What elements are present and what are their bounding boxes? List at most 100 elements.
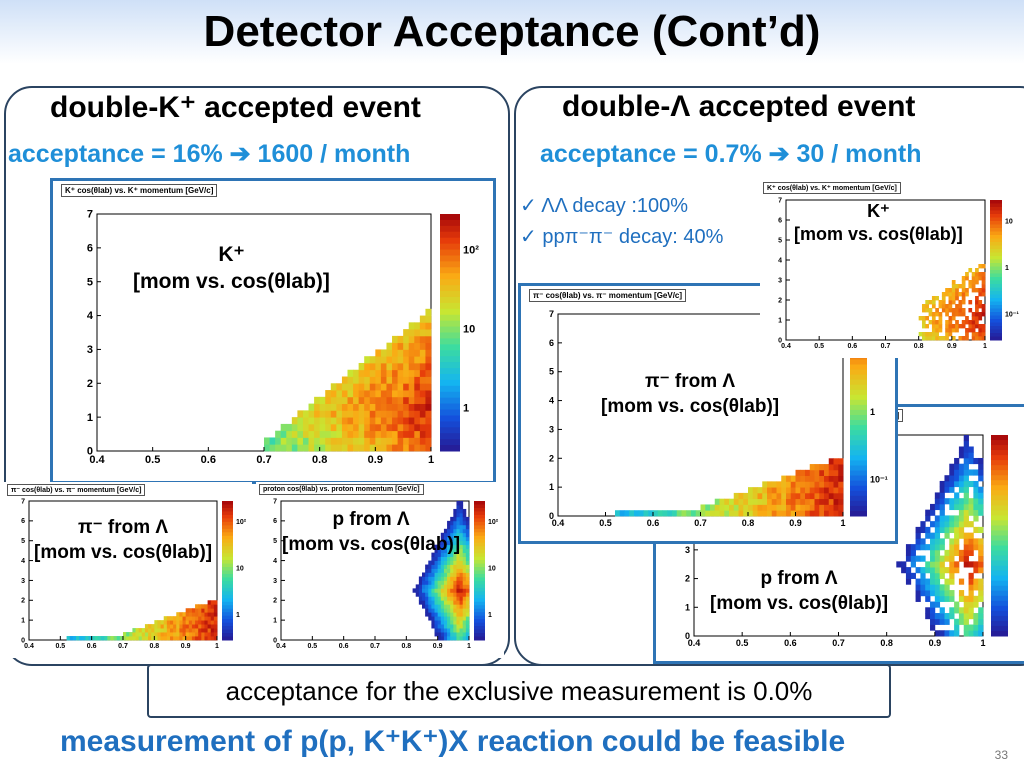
heatmap-cell — [971, 336, 976, 341]
heatmap-cell — [428, 592, 432, 597]
heatmap-cell — [971, 312, 976, 317]
heatmap-cell — [456, 596, 460, 601]
heatmap-cell — [963, 601, 969, 608]
heatmap-cell — [931, 324, 936, 329]
heatmap-cell — [965, 292, 969, 297]
heatmap-cell — [954, 561, 960, 568]
heatmap-cell — [462, 532, 467, 538]
heatmap-cell — [465, 532, 470, 538]
heatmap-cell — [465, 556, 470, 561]
x-tick-label: 1 — [467, 643, 471, 650]
y-tick-label: 6 — [778, 217, 782, 224]
heatmap-cell — [428, 584, 432, 589]
heatmap-cell — [443, 592, 448, 597]
heatmap-cell — [403, 329, 410, 337]
heatmap-cell — [431, 588, 435, 593]
heatmap-cell — [971, 332, 976, 337]
colorbar-segment — [440, 296, 460, 304]
colorbar-segment — [222, 580, 233, 585]
heatmap-cell — [431, 600, 435, 605]
heatmap-cell — [440, 564, 445, 569]
colorbar-segment — [990, 284, 1002, 288]
x-tick-label: 0.5 — [55, 643, 65, 650]
heatmap-cell — [204, 632, 208, 637]
left-pion-plot: 0.4 0.5 0.6 0.7 0.8 0.9 1 0 1 2 3 4 5 6 7 1 10 10² π⁻ cos… — [4, 482, 252, 658]
heatmap-cell — [973, 526, 979, 534]
heatmap-cell — [403, 349, 410, 357]
heatmap-cell — [975, 332, 979, 337]
heatmap-cell — [456, 620, 460, 625]
heatmap-cell — [330, 430, 337, 438]
colorbar-segment — [474, 504, 485, 509]
colorbar-segment — [440, 391, 460, 399]
heatmap-cell — [814, 481, 820, 488]
heatmap-cell — [425, 410, 432, 418]
colorbar-segment — [850, 399, 867, 406]
colorbar-segment — [474, 553, 485, 558]
heatmap-cell — [453, 616, 457, 621]
colorbar-segment — [440, 397, 460, 405]
y-tick-label: 5 — [21, 538, 25, 545]
heatmap-cell — [325, 396, 332, 404]
heatmap-cell — [790, 504, 796, 511]
heatmap-cell — [948, 300, 953, 305]
heatmap-cell — [453, 532, 457, 538]
heatmap-cell — [462, 512, 467, 518]
heatmap-cell — [434, 588, 439, 593]
colorbar-segment — [440, 308, 460, 316]
heatmap-cell — [369, 430, 376, 438]
heatmap-cell — [408, 396, 415, 404]
heatmap-cell — [419, 396, 426, 404]
heatmap-cell — [119, 636, 124, 641]
heatmap-cell — [790, 475, 796, 482]
heatmap-cell — [380, 356, 387, 364]
colorbar-segment — [991, 545, 1008, 552]
heatmap-cell — [425, 329, 432, 337]
heatmap-cell — [800, 504, 806, 511]
heatmap-cell — [431, 576, 435, 581]
heatmap-cell — [948, 296, 953, 301]
heatmap-cell — [375, 444, 382, 452]
heatmap-cell — [341, 444, 348, 452]
heatmap-cell — [941, 296, 946, 301]
heatmap-cell — [397, 356, 404, 364]
heatmap-cell — [828, 475, 834, 482]
heatmap-cell — [462, 592, 467, 597]
y-tick-label: 3 — [273, 578, 277, 585]
x-tick-label: 0.5 — [145, 454, 160, 466]
y-tick-label: 7 — [778, 197, 782, 204]
heatmap-cell — [440, 632, 445, 637]
heatmap-cell — [135, 632, 140, 637]
heatmap-cell — [207, 620, 212, 625]
heatmap-cell — [968, 624, 974, 631]
heatmap-cell — [945, 332, 949, 337]
heatmap-cell — [896, 561, 902, 568]
heatmap-cell — [973, 538, 979, 545]
heatmap-cell — [76, 636, 80, 641]
heatmap-cell — [790, 481, 796, 488]
heatmap-cell — [422, 600, 426, 605]
colorbar-segment — [440, 344, 460, 351]
heatmap-cell — [921, 308, 926, 313]
heatmap-cell — [465, 560, 470, 565]
heatmap-cell — [447, 536, 451, 542]
heatmap-cell — [403, 369, 410, 377]
heatmap-cell — [79, 636, 83, 641]
heatmap-cell — [207, 624, 212, 629]
heatmap-cell — [465, 632, 470, 637]
heatmap-cell — [198, 624, 202, 629]
heatmap-cell — [748, 487, 754, 494]
heatmap-cell — [921, 336, 926, 341]
heatmap-cell — [465, 544, 470, 550]
heatmap-cell — [207, 636, 212, 641]
heatmap-cell — [431, 584, 435, 589]
heatmap-cell — [949, 515, 955, 522]
heatmap-cell — [397, 383, 404, 391]
colorbar-segment — [474, 612, 485, 617]
heatmap-cell — [414, 410, 421, 418]
heatmap-cell — [325, 390, 332, 398]
heatmap-cell — [958, 590, 965, 597]
heatmap-cell — [191, 620, 196, 625]
heatmap-cell — [375, 390, 382, 398]
colorbar-segment — [222, 619, 233, 624]
